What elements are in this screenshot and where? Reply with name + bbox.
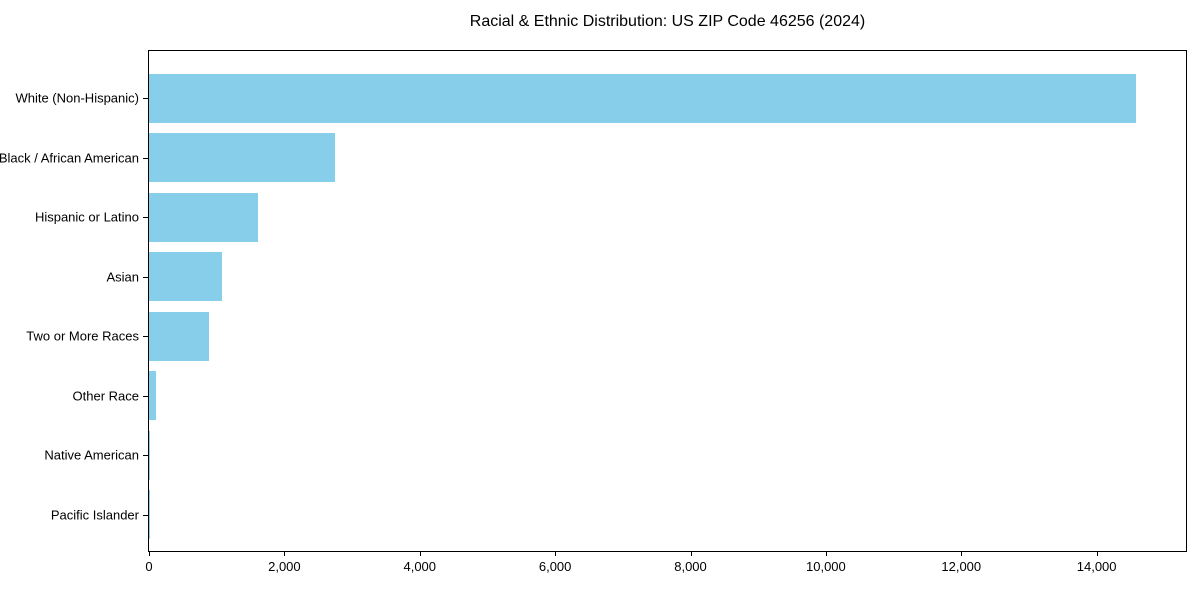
- y-axis-tick: [143, 98, 148, 99]
- y-axis-tick: [143, 276, 148, 278]
- y-axis-tick: [143, 514, 148, 516]
- bar-other-race: [149, 371, 156, 421]
- y-axis-tick: [143, 395, 148, 397]
- x-axis-tick-label: 12,000: [941, 559, 982, 574]
- x-axis-tick: [825, 551, 827, 556]
- x-axis-tick: [284, 551, 286, 556]
- y-axis-tick: [143, 157, 148, 159]
- x-axis-tick: [961, 551, 963, 556]
- chart-title: Racial & Ethnic Distribution: US ZIP Cod…: [469, 13, 866, 30]
- x-axis-tick-label: 8,000: [674, 559, 707, 574]
- y-axis-tick: [143, 455, 148, 457]
- bar-black-african-american: [149, 133, 336, 183]
- y-axis-tick: [143, 336, 148, 338]
- y-axis-label: Native American: [44, 447, 139, 463]
- y-axis-label: Hispanic or Latino: [34, 209, 139, 225]
- bar-two-or-more-races: [149, 311, 209, 361]
- y-axis-label: Black / African American: [0, 150, 139, 166]
- y-axis-label: Pacific Islander: [50, 507, 139, 523]
- y-axis-label: White (Non-Hispanic): [15, 90, 139, 106]
- bar-asian: [149, 252, 222, 302]
- x-axis-tick: [555, 551, 557, 556]
- x-axis-tick: [149, 551, 150, 556]
- x-axis-tick-label: 2,000: [268, 559, 301, 574]
- x-axis-tick: [690, 551, 692, 556]
- x-axis-tick-label: 6,000: [538, 559, 572, 574]
- bar-white-non-hispanic: [149, 73, 1136, 123]
- x-axis-tick-label: 10,000: [806, 559, 846, 574]
- x-axis-tick: [419, 551, 421, 556]
- x-axis-tick-label: 14,000: [1076, 559, 1117, 574]
- x-axis-tick-label: 0: [145, 559, 153, 574]
- y-axis-tick: [143, 217, 148, 219]
- y-axis-label: Other Race: [72, 388, 139, 404]
- y-axis-label: Two or More Races: [26, 328, 139, 344]
- plot-area: White (Non-Hispanic) Black / African Amer…: [0, 50, 1187, 574]
- bar-native-american: [149, 430, 150, 480]
- x-axis-tick: [1096, 551, 1098, 556]
- bar-hispanic-or-latino: [149, 192, 258, 242]
- y-axis-label: Asian: [106, 269, 139, 285]
- x-axis-tick-label: 4,000: [403, 559, 437, 574]
